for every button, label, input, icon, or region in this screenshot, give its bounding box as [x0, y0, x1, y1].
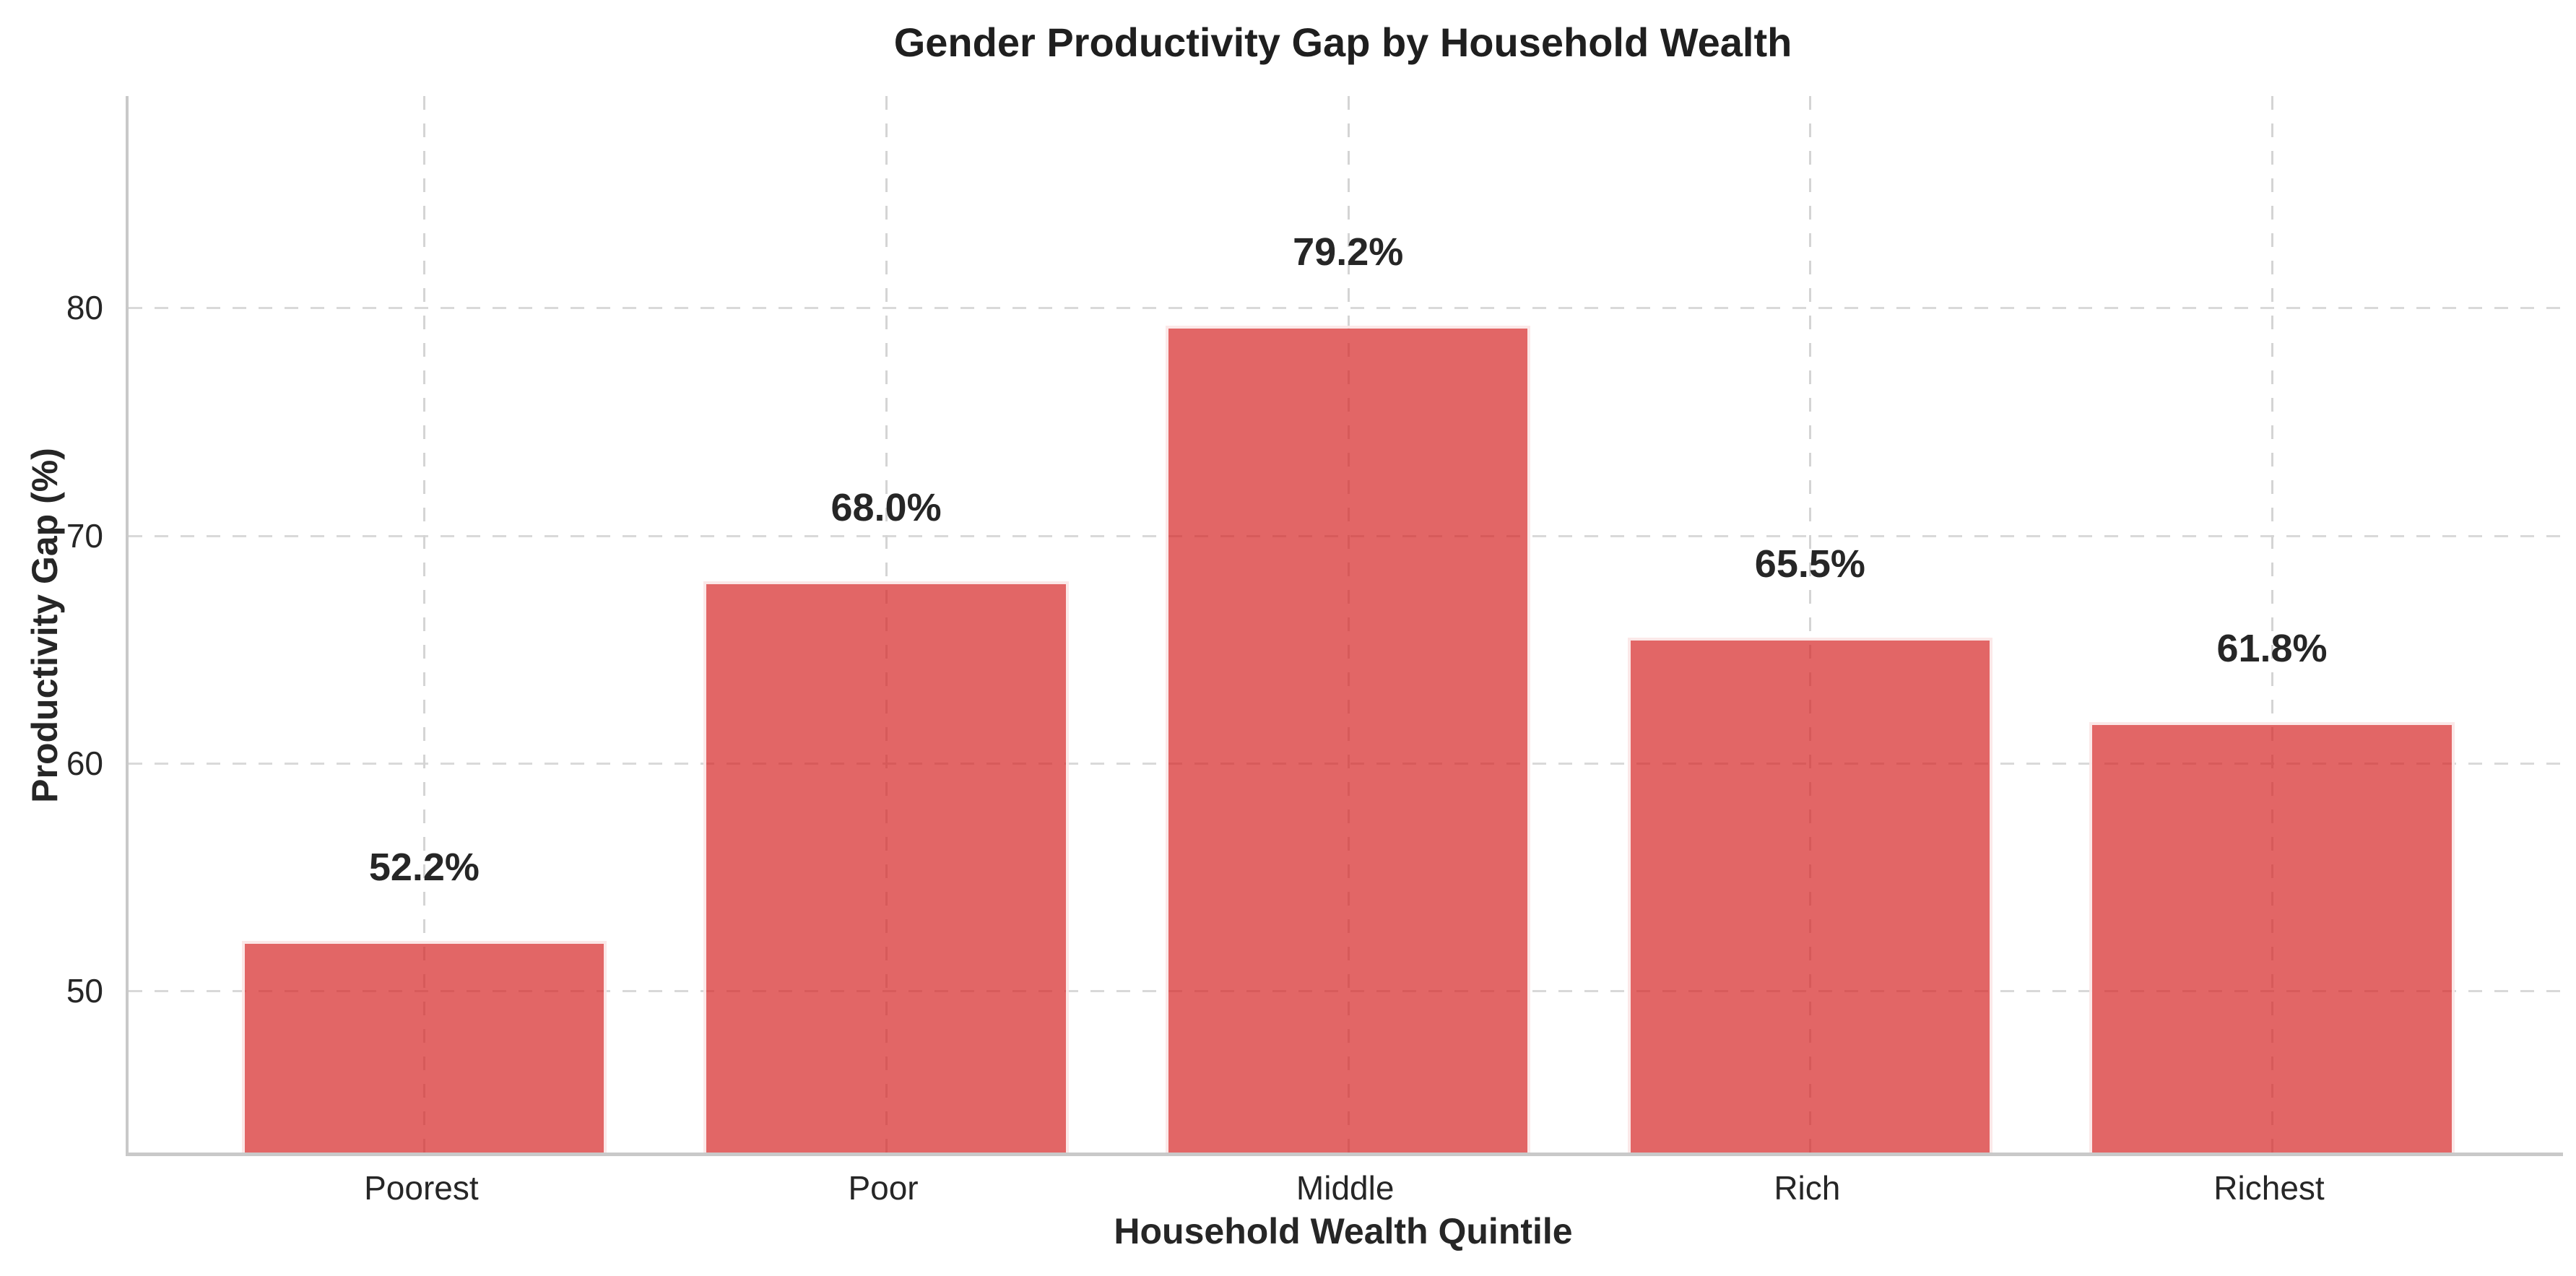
x-tick-label: Middle [1296, 1169, 1395, 1207]
x-axis-title: Household Wealth Quintile [1114, 1211, 1573, 1251]
vertical-gridline [423, 96, 426, 1153]
y-tick-label: 70 [66, 516, 103, 555]
x-tick-label: Poor [848, 1169, 919, 1207]
vertical-gridline [2271, 96, 2273, 1153]
y-tick-label: 80 [66, 289, 103, 327]
bar-value-label: 79.2% [1293, 230, 1404, 274]
bar-value-label: 61.8% [2216, 627, 2328, 671]
x-tick-label: Rich [1774, 1169, 1841, 1207]
bar-poor [703, 581, 1069, 1153]
vertical-gridline [1809, 96, 1812, 1153]
bar-value-label: 68.0% [831, 485, 942, 529]
y-tick-label: 60 [66, 744, 103, 782]
bar-middle [1166, 326, 1531, 1153]
bar-richest [2089, 722, 2455, 1153]
y-tick-label: 50 [66, 972, 103, 1010]
plot-area: 52.2% 68.0% 79.2% 65.5% 61.8% [126, 96, 2563, 1156]
chart-title: Gender Productivity Gap by Household Wea… [893, 19, 1792, 65]
x-tick-label: Richest [2213, 1169, 2325, 1207]
horizontal-gridline [129, 307, 2563, 310]
bar-value-label: 52.2% [368, 845, 480, 889]
bar-poorest [241, 940, 607, 1153]
bar-value-label: 65.5% [1754, 542, 1865, 586]
bar-rich [1627, 638, 1993, 1153]
x-tick-label: Poorest [364, 1169, 479, 1207]
